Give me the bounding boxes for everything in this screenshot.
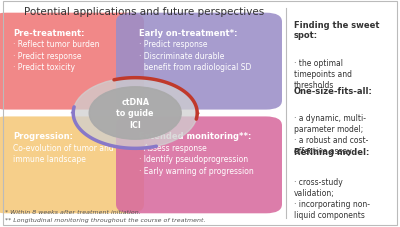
FancyBboxPatch shape: [0, 14, 144, 110]
Text: Potential applications and future perspectives: Potential applications and future perspe…: [24, 7, 264, 17]
Text: · cross-study
validation;
· incorporating non-
liquid components: · cross-study validation; · incorporatin…: [294, 177, 370, 219]
Text: Finding the sweet
spot:: Finding the sweet spot:: [294, 20, 380, 40]
Text: Early on-treatment*:: Early on-treatment*:: [139, 28, 238, 37]
Text: ctDNA
to guide
ICI: ctDNA to guide ICI: [116, 98, 154, 129]
Text: Progression:: Progression:: [13, 132, 73, 141]
Text: Co-evolution of tumor and
immune landscape: Co-evolution of tumor and immune landsca…: [13, 143, 114, 164]
Text: · Reflect tumor burden
· Predict response
· Predict toxicity: · Reflect tumor burden · Predict respons…: [13, 40, 100, 72]
Circle shape: [89, 87, 181, 140]
Text: ** Longitudinal monitoring throughout the course of treatment.: ** Longitudinal monitoring throughout th…: [5, 217, 205, 222]
Text: · a dynamic, multi-
parameter model;
· a robust and cost-
effective assay: · a dynamic, multi- parameter model; · a…: [294, 114, 368, 156]
Text: One-size-fits-all:: One-size-fits-all:: [294, 86, 373, 95]
FancyBboxPatch shape: [0, 117, 144, 213]
Text: Pre-treatment:: Pre-treatment:: [13, 28, 85, 37]
Text: · Assess response
· Identify pseudoprogression
· Early warning of progression: · Assess response · Identify pseudoprogr…: [139, 143, 254, 175]
Text: Refining model:: Refining model:: [294, 148, 369, 156]
Text: · the optimal
timepoints and
thresholds: · the optimal timepoints and thresholds: [294, 59, 352, 90]
FancyBboxPatch shape: [116, 14, 282, 110]
Circle shape: [73, 78, 197, 149]
FancyBboxPatch shape: [116, 117, 282, 213]
Text: · Predict response
· Discriminate durable
  benefit from radiological SD: · Predict response · Discriminate durabl…: [139, 40, 252, 72]
Text: Extended monitoring**:: Extended monitoring**:: [139, 132, 252, 141]
Text: * Within 8 weeks after treatment initiation.: * Within 8 weeks after treatment initiat…: [5, 210, 140, 215]
